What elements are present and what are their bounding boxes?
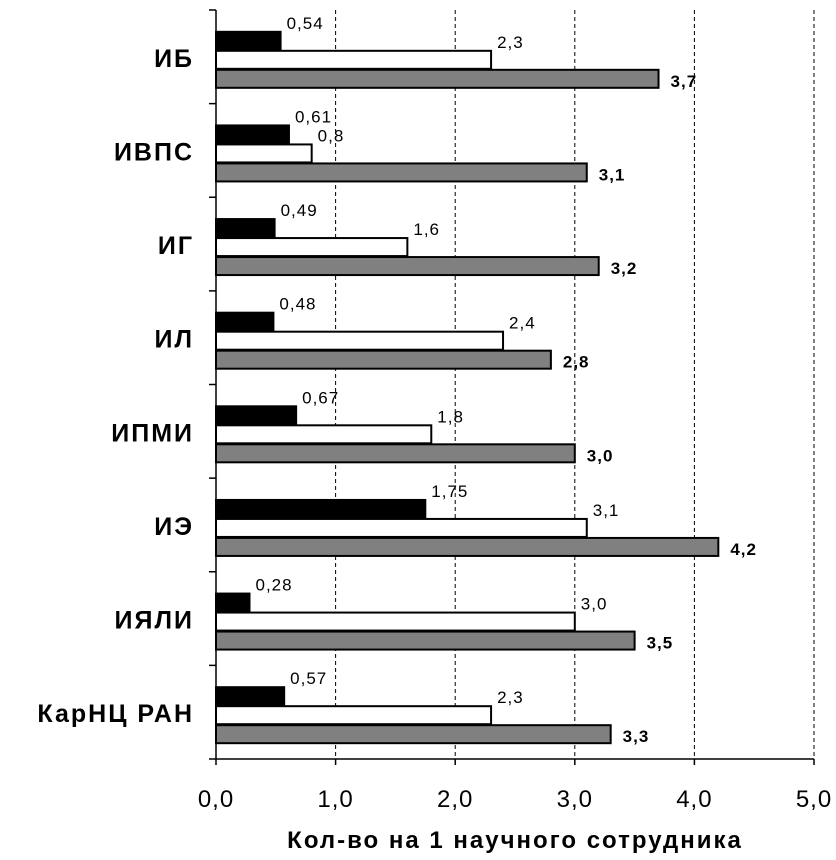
bar bbox=[215, 611, 576, 632]
category-label: ИБ bbox=[154, 45, 194, 73]
data-label: 0,61 bbox=[295, 107, 332, 126]
data-label: 3,3 bbox=[623, 727, 650, 746]
data-label: 3,0 bbox=[581, 595, 608, 614]
data-label: 3,1 bbox=[599, 165, 626, 184]
data-label: 3,5 bbox=[647, 634, 674, 653]
bar bbox=[215, 405, 298, 426]
bar bbox=[215, 311, 275, 332]
bar bbox=[215, 443, 576, 464]
data-label: 3,2 bbox=[611, 259, 638, 278]
data-label: 0,8 bbox=[318, 126, 345, 145]
data-label: 0,67 bbox=[302, 388, 339, 407]
data-labels: 0,54 2,3 3,7 0,610,8 3,1 0,49 1,6 3,2 0,48 2,4 2,8… bbox=[255, 14, 757, 746]
bar bbox=[215, 592, 251, 613]
category-label: ИГ bbox=[158, 232, 194, 260]
tick-labels: 0,0 1,0 2,0 3,0 4,0 5,0 bbox=[198, 786, 832, 813]
data-label: 0,48 bbox=[279, 295, 316, 314]
bars bbox=[215, 30, 720, 745]
x-tick-label: 0,0 bbox=[198, 786, 234, 813]
bar bbox=[215, 498, 427, 519]
bar bbox=[215, 349, 552, 370]
axes bbox=[209, 9, 815, 765]
category-label: ИВПС bbox=[114, 138, 194, 166]
bar bbox=[215, 424, 433, 445]
bar bbox=[215, 68, 660, 89]
data-label: 3,1 bbox=[593, 501, 620, 520]
category-label: КарНЦ РАН bbox=[37, 700, 194, 728]
data-label: 3,7 bbox=[671, 72, 698, 91]
bar bbox=[215, 124, 290, 145]
data-label: 2,4 bbox=[509, 314, 536, 333]
x-tick-label: 4,0 bbox=[676, 786, 712, 813]
data-label: 3,0 bbox=[587, 446, 614, 465]
data-label: 0,49 bbox=[281, 201, 318, 220]
x-tick-label: 1,0 bbox=[317, 786, 353, 813]
category-labels: ИБ ИВПС ИГ ИЛ ИПМИ ИЭ ИЯЛИ КарНЦ РАН bbox=[37, 45, 194, 728]
x-tick-label: 3,0 bbox=[557, 786, 593, 813]
data-label: 4,2 bbox=[730, 540, 757, 559]
data-label: 2,3 bbox=[497, 688, 524, 707]
x-tick-label: 5,0 bbox=[796, 786, 832, 813]
bar bbox=[215, 143, 313, 164]
bar bbox=[215, 630, 636, 651]
data-label: 2,3 bbox=[497, 33, 524, 52]
x-axis-title: Кол-во на 1 научного сотрудника bbox=[287, 827, 743, 854]
category-label: ИПМИ bbox=[111, 419, 194, 447]
bar bbox=[215, 256, 600, 277]
data-label: 1,8 bbox=[437, 407, 464, 426]
bar bbox=[215, 49, 493, 70]
data-label: 0,54 bbox=[287, 14, 324, 33]
data-label: 0,28 bbox=[255, 576, 292, 595]
x-tick-label: 2,0 bbox=[437, 786, 473, 813]
category-label: ИЯЛИ bbox=[115, 607, 194, 635]
data-label: 1,75 bbox=[431, 482, 468, 501]
category-label: ИЛ bbox=[154, 326, 194, 354]
bar bbox=[215, 705, 493, 726]
bar bbox=[215, 330, 505, 351]
bar bbox=[215, 218, 276, 239]
bar bbox=[215, 30, 282, 51]
bar bbox=[215, 162, 588, 183]
category-label: ИЭ bbox=[154, 513, 194, 541]
bar bbox=[215, 724, 612, 745]
bar bbox=[215, 517, 588, 538]
bar bbox=[215, 536, 720, 557]
data-label: 1,6 bbox=[413, 220, 440, 239]
bar bbox=[215, 686, 286, 707]
data-label: 2,8 bbox=[563, 353, 590, 372]
data-label: 0,57 bbox=[290, 669, 327, 688]
bar bbox=[215, 237, 409, 258]
